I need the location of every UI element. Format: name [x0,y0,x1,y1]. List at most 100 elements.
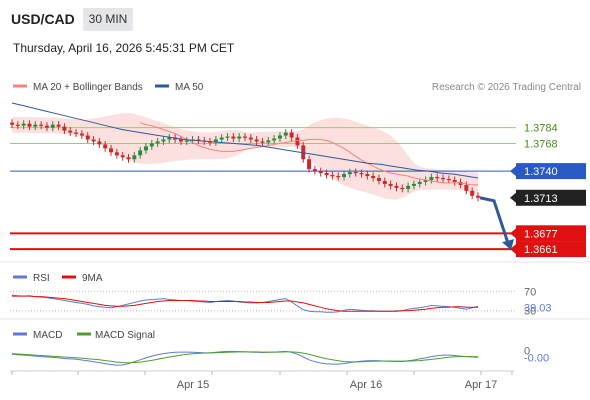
candle-body [423,179,428,182]
time-tick-label: Apr 15 [177,379,209,391]
candle-body [196,139,201,141]
candle-body [435,177,440,179]
level-label-3: 1.3713 [524,193,558,205]
level-tag-3 [516,189,586,206]
time-tick-label: Apr 17 [465,379,497,391]
candle-body [237,136,242,139]
candle-body [266,140,271,143]
macd-panel: 0-0.00 [11,345,549,366]
candle-body [161,139,166,142]
candle-body [114,152,119,156]
symbol-title: USD/CAD [11,11,75,27]
level-label-2: 1.3740 [524,166,558,178]
time-axis: Apr 15 Apr 16 Apr 17 [11,371,513,391]
level-tag-pointer-4 [510,228,516,239]
level-label-5: 1.3661 [524,244,558,256]
candle-body [411,183,416,186]
candle-body [149,143,154,147]
candle-body [324,173,329,176]
candle-body [15,124,20,126]
candle-body [167,137,172,140]
forecast-arrow-head [502,239,514,251]
candle-body [388,183,393,186]
candle-body [289,132,294,138]
ma50-line [11,102,479,179]
candle-body [272,138,277,141]
rsi-tick-30: 30 [524,306,536,318]
price-panel: 1.3784 1.3768 1.3740 1.3713 1.3677 1.3661 [10,102,586,258]
candle-body [85,135,90,140]
candle-body [330,175,335,177]
candle-body [371,176,376,179]
candle-body [476,195,480,198]
candle-body [39,124,44,126]
candle-body [62,126,67,131]
candle-body [184,140,189,142]
candle-body [406,185,411,189]
candle-body [342,174,347,178]
candle-body [254,139,259,142]
candle-body [353,172,358,174]
candle-body [225,136,230,138]
legend-label-9ma: 9MA [82,273,103,284]
datetime-label: Thursday, April 16, 2026 5:45:31 PM CET [13,41,235,55]
candle-body [470,190,475,196]
candle-body [219,137,224,140]
macd-signal-line [11,351,479,364]
candle-body [213,139,218,143]
candle-body [400,187,405,190]
level-tag-5 [516,241,586,258]
candle-body [68,130,73,133]
legend-label-macd-signal: MACD Signal [95,330,155,341]
candle-body [91,139,96,142]
candle-body [394,185,399,188]
candle-body [260,141,265,143]
candle-body [365,174,370,177]
candle-body [231,136,236,139]
level-label-4: 1.3677 [524,228,558,240]
candle-body [307,159,312,170]
level-tag-4 [516,225,586,242]
ma20-line [140,122,478,186]
forecast-arrow-line [479,196,510,244]
candle-body [312,169,317,172]
candle-body [178,139,183,142]
bollinger-band [12,113,478,200]
time-tick-label: Apr 16 [350,379,382,391]
timeframe-button[interactable]: 30 MIN [83,8,133,31]
candle-body [27,123,32,127]
candle-body [74,132,79,134]
candle-body [452,179,457,182]
candle-body [155,141,160,144]
candle-body [132,155,137,160]
candle-body [429,177,434,180]
candle-body [446,179,451,181]
candle-body [382,180,387,184]
candle-body [417,181,422,184]
level-label-0: 1.3784 [524,123,558,135]
candle-body [33,124,38,127]
rsi-tick-70: 70 [524,286,536,298]
legend-label-rsi: RSI [33,273,50,284]
candle-body [359,173,364,175]
candle-body [109,148,114,153]
macd-tick-0: 0 [524,345,530,357]
candle-body [138,150,143,156]
credit-label: Research © 2026 Trading Central [432,82,581,93]
candle-body [120,155,125,158]
legend-label-macd: MACD [33,330,62,341]
candle-body [295,137,300,146]
candle-body [243,136,247,138]
level-tag-pointer-2 [510,166,516,177]
legend-label-ma50: MA 50 [175,82,204,93]
macd-current-value: -0.00 [524,353,549,365]
rsi-ma-line [12,295,478,312]
candle-body [56,124,61,127]
candle-body [97,141,102,145]
level-tag-2 [516,163,586,180]
candle-body [318,171,323,174]
rsi-line [11,294,479,313]
